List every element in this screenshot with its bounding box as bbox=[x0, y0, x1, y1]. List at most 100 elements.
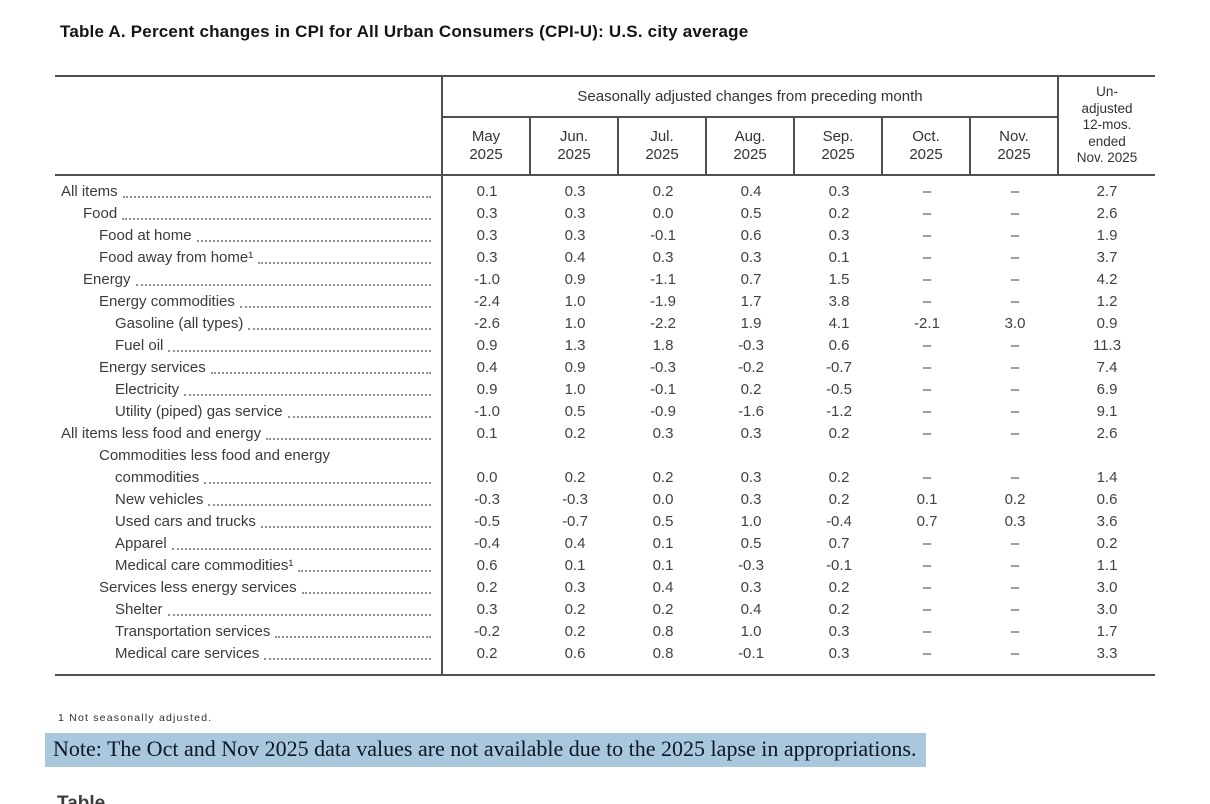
cell-value: 0.2 bbox=[476, 579, 498, 596]
cell-value: – bbox=[922, 557, 932, 574]
cell-value: -1.0 bbox=[474, 271, 500, 288]
cell-value: – bbox=[1010, 403, 1020, 420]
dot-leader bbox=[266, 423, 431, 440]
row-label: Electricity bbox=[55, 379, 443, 401]
month-header-cell: May 2025 bbox=[469, 128, 503, 163]
cell-value: -0.1 bbox=[738, 645, 764, 662]
row-label: Energy services bbox=[55, 357, 443, 379]
row-label: Fuel oil bbox=[55, 335, 443, 357]
cell-value: -2.1 bbox=[914, 315, 940, 332]
table-row: Utility (piped) gas service -1.0 0.5 -0.9 -1… bbox=[55, 401, 1155, 423]
cell-value: -0.1 bbox=[650, 227, 676, 244]
row-label: Utility (piped) gas service bbox=[55, 401, 443, 423]
cutoff-text: Table bbox=[57, 793, 106, 804]
cell-value: -2.4 bbox=[474, 293, 500, 310]
cell-value: 0.3 bbox=[828, 183, 850, 200]
row-label-text: Shelter bbox=[115, 601, 163, 618]
cell-value: 0.3 bbox=[740, 579, 762, 596]
cell-value: 1.7 bbox=[740, 293, 762, 310]
cell-value: 1.8 bbox=[652, 337, 674, 354]
cell-value: 0.1 bbox=[652, 557, 674, 574]
cell-value: 0.3 bbox=[476, 205, 498, 222]
row-label-text: Food away from home¹ bbox=[99, 249, 254, 266]
dot-leader bbox=[204, 467, 431, 484]
cell-value: 0.3 bbox=[564, 579, 586, 596]
table-row: Services less energy services 0.2 0.3 0.4 0.… bbox=[55, 577, 1155, 599]
row-label: Gasoline (all types) bbox=[55, 313, 443, 335]
unadjusted-header-cell: Un- adjusted 12-mos. ended Nov. 2025 bbox=[1076, 84, 1138, 166]
cell-value: 0.2 bbox=[1004, 491, 1026, 508]
table-row: Gasoline (all types) -2.6 1.0 -2.2 1.9 4.1 -2.… bbox=[55, 313, 1155, 335]
cell-value: – bbox=[1010, 249, 1020, 266]
dot-leader bbox=[287, 401, 431, 418]
row-label-text: All items less food and energy bbox=[61, 425, 262, 442]
cell-value: 0.2 bbox=[564, 601, 586, 618]
row-label-text: commodities bbox=[115, 469, 200, 486]
cell-value: – bbox=[922, 403, 932, 420]
row-label: Food at home bbox=[55, 225, 443, 247]
cell-value: 0.2 bbox=[828, 601, 850, 618]
row-label-text: Electricity bbox=[115, 381, 180, 398]
cell-value: 1.0 bbox=[740, 513, 762, 530]
cell-value: 0.2 bbox=[1096, 535, 1118, 552]
cell-value: -1.6 bbox=[738, 403, 764, 420]
cell-value: -1.1 bbox=[650, 271, 676, 288]
page-title: Table A. Percent changes in CPI for All … bbox=[60, 22, 749, 41]
row-label: Apparel bbox=[55, 533, 443, 555]
cell-value: – bbox=[922, 337, 932, 354]
row-label: Medical care commodities¹ bbox=[55, 555, 443, 577]
cell-value: 0.2 bbox=[476, 645, 498, 662]
cell-value: 0.3 bbox=[828, 623, 850, 640]
cell-value: – bbox=[922, 183, 932, 200]
cell-value: 1.2 bbox=[1096, 293, 1118, 310]
dot-leader bbox=[135, 269, 431, 286]
cell-value: 0.2 bbox=[652, 601, 674, 618]
cell-value: 0.2 bbox=[652, 469, 674, 486]
table-row: Energy commodities -2.4 1.0 -1.9 1.7 3.8 – – 1.2 bbox=[55, 291, 1155, 313]
cell-value: 0.6 bbox=[564, 645, 586, 662]
row-label: All items bbox=[55, 181, 443, 203]
row-label: Food bbox=[55, 203, 443, 225]
dot-leader bbox=[275, 621, 431, 638]
cell-value: 0.9 bbox=[1096, 315, 1118, 332]
cell-value: – bbox=[1010, 645, 1020, 662]
row-label-text: Apparel bbox=[115, 535, 167, 552]
dot-leader bbox=[298, 555, 431, 572]
row-label: Food away from home¹ bbox=[55, 247, 443, 269]
table-row: Energy -1.0 0.9 -1.1 0.7 1.5 – – 4.2 bbox=[55, 269, 1155, 291]
cell-value: 0.9 bbox=[476, 337, 498, 354]
cell-value: – bbox=[922, 293, 932, 310]
row-label-text: Medical care commodities¹ bbox=[115, 557, 294, 574]
cell-value: -0.7 bbox=[562, 513, 588, 530]
cell-value: 0.5 bbox=[740, 535, 762, 552]
cell-value: 0.9 bbox=[476, 381, 498, 398]
cell-value: 1.3 bbox=[564, 337, 586, 354]
cell-value: 0.2 bbox=[828, 579, 850, 596]
cell-value: – bbox=[1010, 601, 1020, 618]
cell-value: 0.3 bbox=[564, 183, 586, 200]
cell-value: 1.0 bbox=[564, 293, 586, 310]
cell-value: – bbox=[1010, 293, 1020, 310]
cell-value: 0.3 bbox=[740, 469, 762, 486]
cell-value: 1.5 bbox=[828, 271, 850, 288]
month-header-cell: Jul. 2025 bbox=[617, 118, 705, 174]
cell-value: 0.4 bbox=[564, 249, 586, 266]
cell-value: -0.1 bbox=[826, 557, 852, 574]
cell-value: 0.3 bbox=[476, 249, 498, 266]
group-header: Seasonally adjusted changes from precedi… bbox=[443, 77, 1057, 118]
cell-value: – bbox=[1010, 205, 1020, 222]
dot-leader bbox=[168, 335, 431, 352]
row-label: Medical care services bbox=[55, 643, 443, 665]
row-label: Transportation services bbox=[55, 621, 443, 643]
table-row: New vehicles -0.3 -0.3 0.0 0.3 0.2 0.1 0.2 0.6 bbox=[55, 489, 1155, 511]
cell-value: -1.0 bbox=[474, 403, 500, 420]
cell-value: 1.1 bbox=[1096, 557, 1118, 574]
dot-leader bbox=[171, 533, 431, 550]
cell-value: 0.4 bbox=[476, 359, 498, 376]
cell-value: 0.3 bbox=[828, 227, 850, 244]
cell-value: -0.2 bbox=[474, 623, 500, 640]
cell-value: 0.6 bbox=[1096, 491, 1118, 508]
cell-value: 0.5 bbox=[652, 513, 674, 530]
cell-value: – bbox=[922, 425, 932, 442]
cell-value: -1.2 bbox=[826, 403, 852, 420]
